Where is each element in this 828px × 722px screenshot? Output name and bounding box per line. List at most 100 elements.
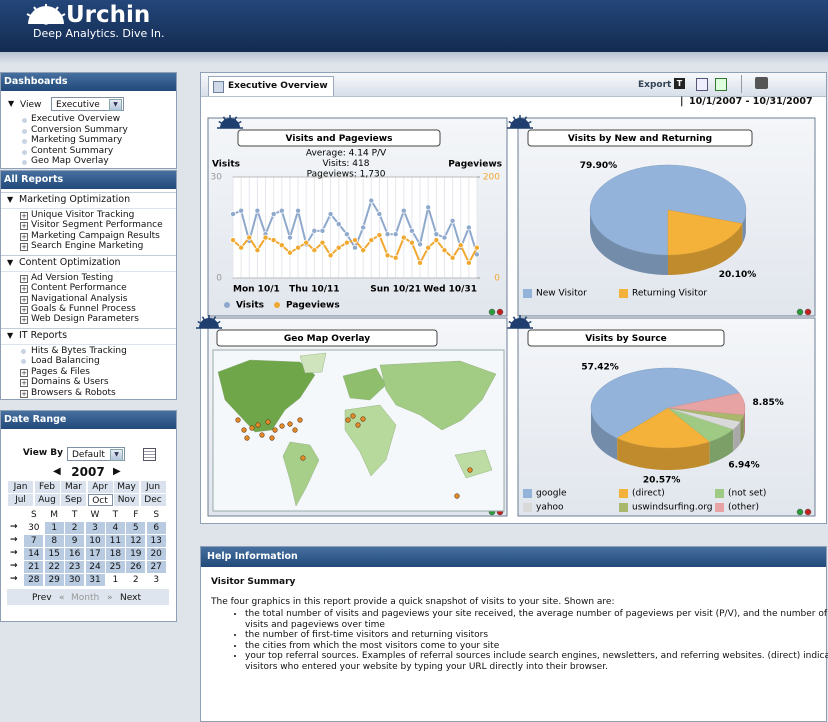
day-cell[interactable]: 9 <box>65 535 85 547</box>
report-link[interactable]: Domains & Users <box>31 377 109 388</box>
day-cell[interactable]: 1 <box>44 522 64 534</box>
month-cell[interactable]: Aug <box>34 494 60 506</box>
day-cell[interactable]: 17 <box>85 548 105 560</box>
dashboard-link[interactable]: Content Summary <box>31 145 114 156</box>
day-cell[interactable]: 6 <box>146 522 166 534</box>
dashboard-link[interactable]: Marketing Summary <box>31 135 123 145</box>
day-cell[interactable]: 25 <box>105 561 125 573</box>
day-cell[interactable]: 10 <box>85 535 105 547</box>
prev-link[interactable]: Prev <box>32 593 52 603</box>
day-cell[interactable]: 23 <box>65 561 85 573</box>
day-cell[interactable]: 22 <box>44 561 64 573</box>
day-cell[interactable]: 3 <box>85 522 105 534</box>
day-cell[interactable]: 24 <box>85 561 105 573</box>
day-cell[interactable]: 5 <box>126 522 146 534</box>
city-marker <box>292 427 298 433</box>
report-link[interactable]: Web Design Parameters <box>31 314 139 325</box>
day-cell[interactable]: 2 <box>65 522 85 534</box>
prev-year[interactable]: ◀ <box>53 466 61 477</box>
dashboard-link[interactable]: Executive Overview <box>31 114 121 124</box>
day-cell[interactable]: 20 <box>146 548 166 560</box>
card-icon-ray <box>229 116 238 129</box>
day-cell[interactable]: 18 <box>105 548 125 560</box>
week-select[interactable]: → <box>10 548 18 558</box>
report-link[interactable]: Hits & Bytes Tracking <box>31 346 127 356</box>
city-marker <box>272 427 278 433</box>
day-cell[interactable]: 15 <box>44 548 64 560</box>
day-cell[interactable]: 13 <box>146 535 166 547</box>
next-year[interactable]: ▶ <box>113 466 121 477</box>
export-text-icon[interactable]: T <box>674 78 685 89</box>
month-cell[interactable]: Apr <box>87 481 113 493</box>
day-cell[interactable]: 4 <box>105 522 125 534</box>
export-excel-icon[interactable] <box>715 78 727 91</box>
day-cell[interactable]: 16 <box>65 548 85 560</box>
point <box>408 227 415 234</box>
week-select[interactable]: → <box>10 561 18 571</box>
month-cell[interactable]: Mar <box>61 481 86 493</box>
day-cell[interactable]: 11 <box>105 535 125 547</box>
day-cell[interactable]: 7 <box>24 535 44 547</box>
week-select[interactable]: → <box>10 574 18 584</box>
day-cell[interactable]: 29 <box>44 574 64 586</box>
section-title[interactable]: Marketing Optimization <box>19 194 131 205</box>
dashboards-panel: Dashboards ▼ View Executive ▼ Executive Over… <box>0 72 177 169</box>
day-cell[interactable]: 30 <box>65 574 85 586</box>
day-cell[interactable]: 8 <box>44 535 64 547</box>
week-select[interactable]: → <box>10 535 18 545</box>
day-cell[interactable]: 27 <box>146 561 166 573</box>
card-icon-ray <box>512 316 521 329</box>
week-select[interactable]: → <box>10 522 18 532</box>
day-cell[interactable]: 14 <box>24 548 44 560</box>
card-icon-ray <box>208 320 221 329</box>
report-link[interactable]: Pages & Files <box>31 366 90 377</box>
tab[interactable]: Executive Overview <box>208 76 334 96</box>
next-link[interactable]: Next <box>120 593 141 603</box>
day-cell[interactable]: 3 <box>146 574 166 586</box>
export-xml-icon[interactable] <box>696 78 708 91</box>
view-select[interactable]: Executive ▼ <box>51 97 124 111</box>
day-cell[interactable]: 12 <box>126 535 146 547</box>
calendar-icon[interactable] <box>143 448 156 461</box>
month-cell[interactable]: Dec <box>140 494 166 506</box>
land <box>282 441 320 507</box>
month-cell[interactable]: Feb <box>34 481 60 493</box>
month-cell[interactable]: Jul <box>8 494 33 506</box>
report-link[interactable]: Visitor Segment Performance <box>31 220 163 231</box>
report-link[interactable]: Goals & Funnel Process <box>31 304 136 314</box>
day-cell[interactable]: 26 <box>126 561 146 573</box>
land <box>379 360 497 431</box>
report-link[interactable]: Load Balancing <box>31 356 100 367</box>
month-cell[interactable]: Oct <box>87 494 113 506</box>
print-icon[interactable] <box>755 77 768 89</box>
section-title[interactable]: IT Reports <box>19 330 68 341</box>
month-cell[interactable]: Sep <box>61 494 86 506</box>
day-cell[interactable]: 21 <box>24 561 44 573</box>
report-link[interactable]: Marketing Campaign Results <box>31 230 160 241</box>
section-title[interactable]: Content Optimization <box>19 256 121 268</box>
view-by-select[interactable]: Default ▼ <box>67 447 125 461</box>
view-by-value: Default <box>72 450 105 460</box>
point <box>400 207 407 214</box>
report-link[interactable]: Unique Visitor Tracking <box>31 210 135 220</box>
dashboard-link[interactable]: Conversion Summary <box>31 124 128 135</box>
report-link[interactable]: Navigational Analysis <box>31 293 128 304</box>
report-link[interactable]: Ad Version Testing <box>31 272 114 283</box>
day-cell[interactable]: 2 <box>126 574 146 586</box>
month-cell[interactable]: Jun <box>140 481 166 493</box>
month-cell[interactable]: Jan <box>8 481 33 493</box>
point <box>441 234 448 241</box>
day-cell[interactable]: 30 <box>24 522 44 534</box>
report-link[interactable]: Search Engine Marketing <box>31 241 144 252</box>
day-cell[interactable]: 19 <box>126 548 146 560</box>
dashboard-link[interactable]: Geo Map Overlay <box>31 156 109 166</box>
legend-label: (other) <box>728 503 759 513</box>
month-cell[interactable]: Nov <box>114 494 139 506</box>
month-cell[interactable]: May <box>114 481 139 493</box>
day-cell[interactable]: 28 <box>24 574 44 586</box>
day-cell[interactable]: 1 <box>105 574 125 586</box>
report-link[interactable]: Browsers & Robots <box>31 387 116 398</box>
stat: Visits: 418 <box>323 159 370 169</box>
report-link[interactable]: Content Performance <box>31 283 127 294</box>
day-cell[interactable]: 31 <box>85 574 105 586</box>
